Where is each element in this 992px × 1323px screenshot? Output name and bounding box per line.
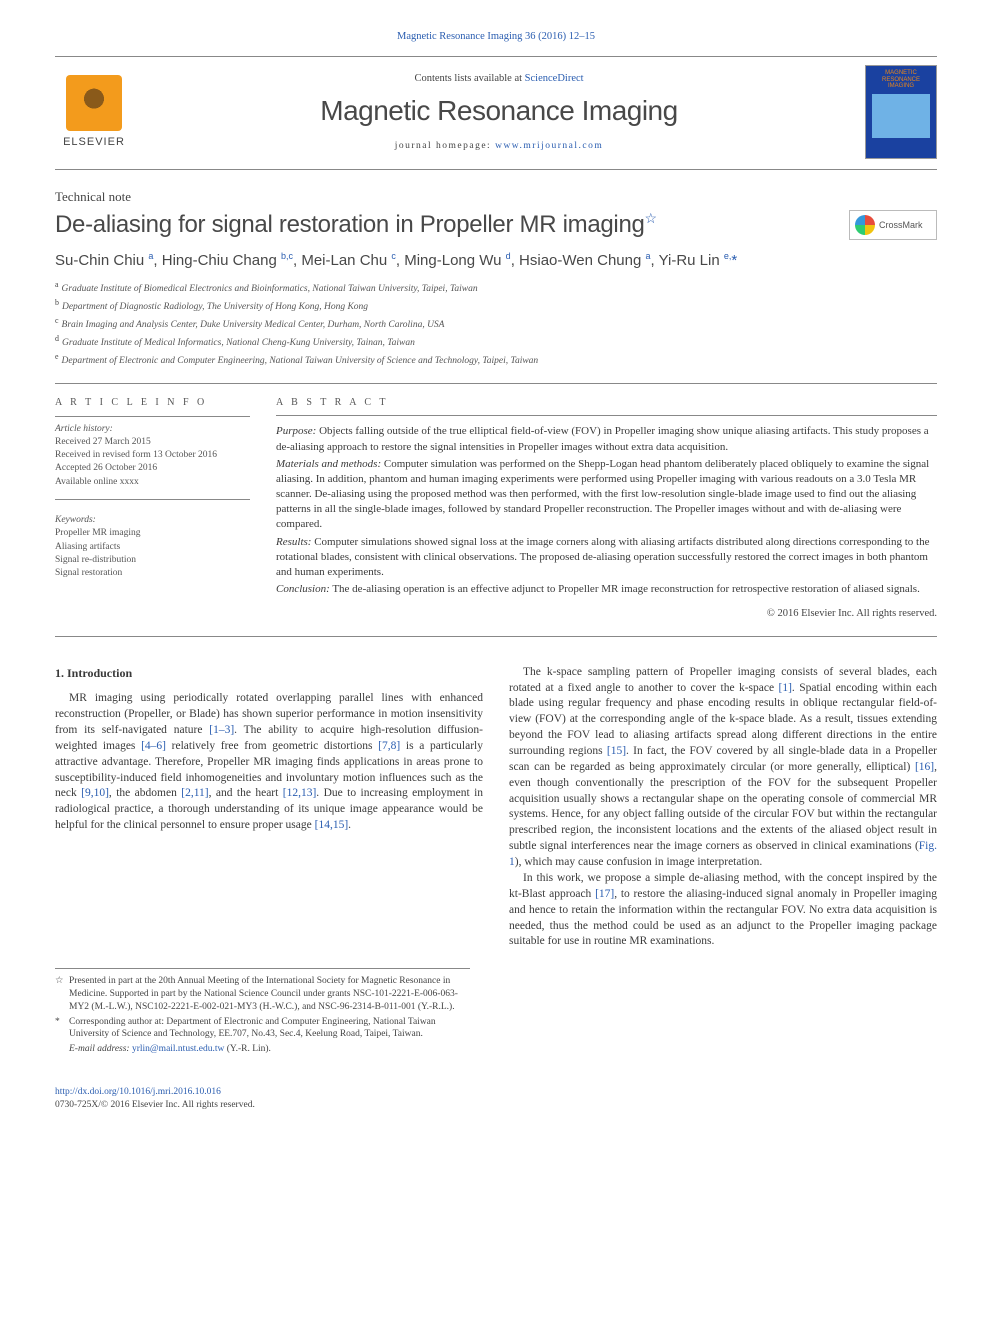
elsevier-tree-icon <box>66 75 122 131</box>
ref-link-1[interactable]: [1] <box>779 682 792 694</box>
p2-text: ), which may cause confusion in image in… <box>515 856 763 868</box>
history-head: Article history: <box>55 424 113 434</box>
section-1-heading: 1. Introduction <box>55 665 483 682</box>
ref-link-14-15[interactable]: [14,15] <box>315 819 349 831</box>
p1-text: , the abdomen <box>109 787 181 799</box>
p1-text: . <box>348 819 351 831</box>
ref-link-12-13[interactable]: [12,13] <box>283 787 317 799</box>
sciencedirect-link[interactable]: ScienceDirect <box>525 73 584 84</box>
article-title: De-aliasing for signal restoration in Pr… <box>55 210 839 239</box>
keyword: Propeller MR imaging <box>55 527 250 540</box>
abstract-copyright: © 2016 Elsevier Inc. All rights reserved… <box>276 607 937 621</box>
abstract-conclusion: Conclusion: The de-aliasing operation is… <box>276 582 937 597</box>
abstract-head: A B S T R A C T <box>276 396 937 410</box>
journal-homepage-link[interactable]: www.mrijournal.com <box>495 141 603 151</box>
conclusion-label: Conclusion: <box>276 583 330 595</box>
intro-paragraph-2: The k-space sampling pattern of Propelle… <box>509 665 937 871</box>
affiliation: dGraduate Institute of Medical Informati… <box>55 333 937 351</box>
divider <box>55 636 937 637</box>
divider <box>55 416 250 417</box>
ref-link-4-6[interactable]: [4–6] <box>141 740 166 752</box>
history-received: Received 27 March 2015 <box>55 436 250 449</box>
keyword: Signal restoration <box>55 567 250 580</box>
ref-link-2-11[interactable]: [2,11] <box>181 787 208 799</box>
cover-image-placeholder <box>872 94 930 138</box>
history-revised: Received in revised form 13 October 2016 <box>55 449 250 462</box>
abstract-results: Results: Computer simulations showed sig… <box>276 535 937 581</box>
homepage-prefix: journal homepage: <box>395 141 495 151</box>
cover-title: MAGNETIC RESONANCE IMAGING <box>870 70 932 90</box>
results-text: Computer simulations showed signal loss … <box>276 536 929 578</box>
intro-paragraph-3: In this work, we propose a simple de-ali… <box>509 871 937 950</box>
history-accepted: Accepted 26 October 2016 <box>55 462 250 475</box>
header-center: Contents lists available at ScienceDirec… <box>147 72 851 153</box>
email-label: E-mail address: <box>69 1044 132 1054</box>
p2-text: , even though conventionally the prescri… <box>509 761 937 852</box>
ref-link-9-10[interactable]: [9,10] <box>81 787 109 799</box>
ref-link-7-8[interactable]: [7,8] <box>378 740 400 752</box>
affiliation: aGraduate Institute of Biomedical Electr… <box>55 279 937 297</box>
contents-prefix: Contents lists available at <box>414 73 524 84</box>
body-two-column: 1. Introduction MR imaging using periodi… <box>55 665 937 950</box>
crossmark-label: CrossMark <box>879 219 923 231</box>
history-online: Available online xxxx <box>55 476 250 489</box>
p1-text: relatively free from geometric distortio… <box>166 740 378 752</box>
article-type: Technical note <box>55 188 937 206</box>
abstract-purpose: Purpose: Objects falling outside of the … <box>276 424 937 454</box>
affiliation: eDepartment of Electronic and Computer E… <box>55 351 937 369</box>
journal-header: ELSEVIER Contents lists available at Sci… <box>55 56 937 170</box>
email-link[interactable]: yrlin@mail.ntust.edu.tw <box>132 1044 224 1054</box>
page-footer: http://dx.doi.org/10.1016/j.mri.2016.10.… <box>55 1086 937 1112</box>
article-info-head: A R T I C L E I N F O <box>55 396 250 410</box>
title-text: De-aliasing for signal restoration in Pr… <box>55 211 645 238</box>
email-suffix: (Y.-R. Lin). <box>224 1044 271 1054</box>
journal-reference[interactable]: Magnetic Resonance Imaging 36 (2016) 12–… <box>55 30 937 44</box>
affiliation: bDepartment of Diagnostic Radiology, The… <box>55 297 937 315</box>
divider <box>55 499 250 500</box>
crossmark-badge[interactable]: CrossMark <box>849 210 937 240</box>
abstract-column: A B S T R A C T Purpose: Objects falling… <box>276 396 937 622</box>
divider <box>276 415 937 416</box>
ref-link-1-3[interactable]: [1–3] <box>209 724 234 736</box>
divider <box>55 383 937 384</box>
purpose-label: Purpose: <box>276 425 316 437</box>
keyword: Signal re-distribution <box>55 554 250 567</box>
footnote-corresponding: * Corresponding author at: Department of… <box>55 1016 470 1042</box>
methods-label: Materials and methods: <box>276 458 381 470</box>
crossmark-icon <box>855 215 875 235</box>
keyword: Aliasing artifacts <box>55 541 250 554</box>
journal-cover-thumbnail[interactable]: MAGNETIC RESONANCE IMAGING <box>865 65 937 159</box>
doi-link[interactable]: http://dx.doi.org/10.1016/j.mri.2016.10.… <box>55 1087 221 1097</box>
issn-copyright: 0730-725X/© 2016 Elsevier Inc. All right… <box>55 1100 255 1110</box>
results-label: Results: <box>276 536 311 548</box>
contents-available-line: Contents lists available at ScienceDirec… <box>147 72 851 86</box>
conclusion-text: The de-aliasing operation is an effectiv… <box>330 583 920 595</box>
ref-link-16[interactable]: [16] <box>915 761 934 773</box>
ref-link-17[interactable]: [17] <box>595 888 614 900</box>
footnote-email: E-mail address: yrlin@mail.ntust.edu.tw … <box>69 1043 470 1056</box>
keywords-head: Keywords: <box>55 514 250 527</box>
ref-link-15[interactable]: [15] <box>607 745 626 757</box>
affiliation-list: aGraduate Institute of Biomedical Electr… <box>55 279 937 369</box>
footnotes: ☆ Presented in part at the 20th Annual M… <box>55 968 470 1056</box>
footnote-funding-text: Presented in part at the 20th Annual Mee… <box>69 975 470 1013</box>
elsevier-wordmark: ELSEVIER <box>63 135 125 150</box>
affiliation: cBrain Imaging and Analysis Center, Duke… <box>55 315 937 333</box>
footnote-funding: ☆ Presented in part at the 20th Annual M… <box>55 975 470 1013</box>
journal-name: Magnetic Resonance Imaging <box>147 92 851 130</box>
asterisk-icon: * <box>55 1016 65 1042</box>
journal-homepage-line: journal homepage: www.mrijournal.com <box>147 140 851 153</box>
purpose-text: Objects falling outside of the true elli… <box>276 425 929 452</box>
footnote-corresponding-text: Corresponding author at: Department of E… <box>69 1016 470 1042</box>
p1-text: , and the heart <box>209 787 283 799</box>
title-footnote-star-icon[interactable]: ☆ <box>645 210 657 226</box>
intro-paragraph-1: MR imaging using periodically rotated ov… <box>55 691 483 834</box>
elsevier-logo: ELSEVIER <box>55 68 133 156</box>
article-info-column: A R T I C L E I N F O Article history: R… <box>55 396 250 622</box>
star-icon: ☆ <box>55 975 65 1013</box>
abstract-methods: Materials and methods: Computer simulati… <box>276 457 937 533</box>
author-list: Su-Chin Chiu a, Hing-Chiu Chang b,c, Mei… <box>55 250 937 271</box>
